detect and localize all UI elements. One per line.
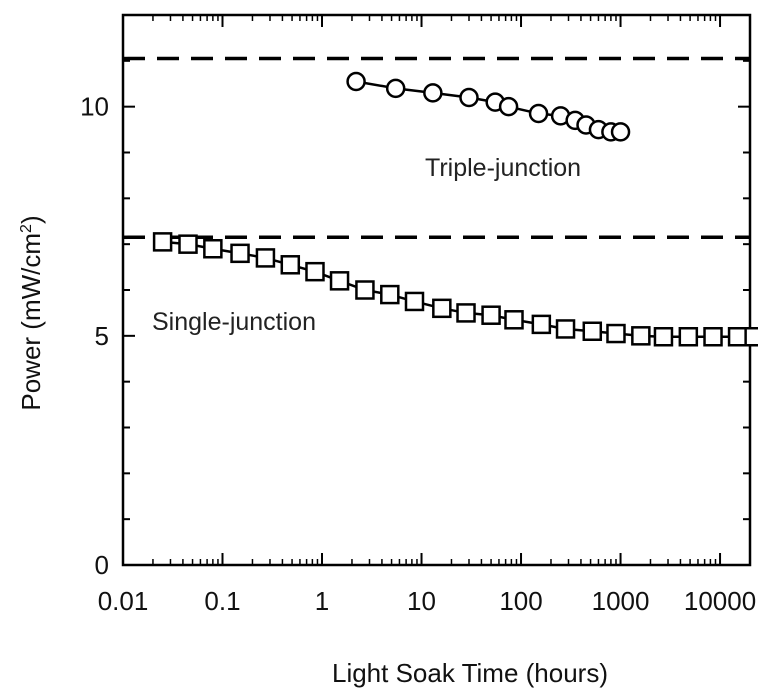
y-axis-title-close: ) [16,215,46,224]
data-point-square [744,327,758,347]
x-tick-label: 1000 [592,586,650,616]
y-tick-label: 5 [95,321,109,351]
axis-ticks [122,14,751,566]
x-tick-label: 1 [315,586,329,616]
data-point-square [531,314,552,335]
data-point-square [305,261,325,282]
reference-lines [123,56,750,240]
y-axis-title-superscript: 2 [18,224,35,233]
data-point-square [582,321,603,341]
x-tick-label: 10 [407,586,436,616]
x-tick-label: 10000 [684,586,756,616]
data-point-square [280,255,301,275]
data-point-square [203,239,223,259]
x-tick-labels: 0.01 0.1 1 10 100 1000 10000 [98,586,757,616]
x-axis-title: Light Soak Time (hours) [332,658,608,688]
y-axis-title-main: Power (mW/cm [16,233,46,411]
data-point-square [555,319,576,339]
data-point-circle [423,83,443,103]
data-point-square [481,305,501,325]
data-point-square [653,327,674,347]
data-point-circle [385,78,406,99]
data-point-square [255,248,276,268]
data-point-square [456,303,476,323]
data-point-circle [528,103,549,124]
data-point-circle [459,87,479,108]
data-point-square [606,323,626,344]
data-point-square [631,326,651,346]
annotation-single-junction: Single-junction [152,308,316,336]
y-tick-labels: 0 5 10 [80,92,109,580]
data-point-square [727,327,748,347]
y-axis-title: Power (mW/cm2) [16,215,46,410]
x-tick-label: 100 [499,586,542,616]
data-point-circle [610,122,631,142]
y-tick-label: 10 [80,92,109,122]
data-point-square [380,284,400,305]
x-tick-label: 0.1 [204,586,240,616]
data-point-square [230,243,250,264]
data-point-square [504,310,524,330]
data-point-square [355,280,375,300]
data-point-circle [498,96,519,117]
data-point-circle [346,71,366,92]
annotation-triple-junction: Triple-junction [425,154,581,182]
data-point-square [703,327,723,347]
series-layer [152,71,758,347]
data-point-square [329,271,350,291]
data-point-square [178,234,198,254]
data-point-square [404,291,425,312]
x-tick-label: 0.01 [98,586,149,616]
data-point-square [678,327,699,347]
data-point-square [432,298,452,319]
y-tick-label: 0 [95,550,109,580]
data-point-square [152,232,173,252]
